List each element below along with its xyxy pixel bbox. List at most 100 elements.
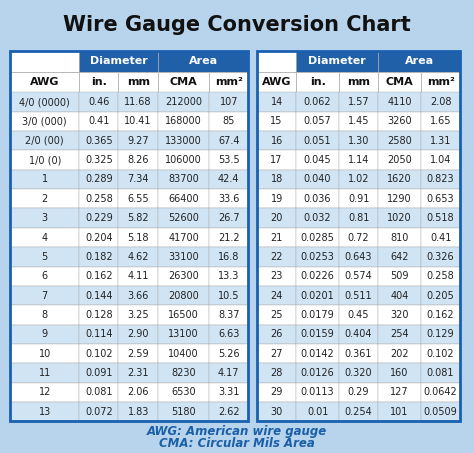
Bar xyxy=(10,324,79,344)
Bar xyxy=(79,208,118,228)
Text: 0.102: 0.102 xyxy=(85,348,113,359)
Bar xyxy=(421,383,460,402)
Bar xyxy=(378,266,421,286)
Text: 2.62: 2.62 xyxy=(218,407,239,417)
Text: 0.823: 0.823 xyxy=(427,174,455,184)
Text: 0.326: 0.326 xyxy=(427,252,455,262)
Bar xyxy=(79,189,118,208)
Bar xyxy=(79,324,118,344)
Text: 0.0253: 0.0253 xyxy=(301,252,335,262)
Bar xyxy=(339,286,378,305)
Bar xyxy=(257,363,296,383)
Text: 1620: 1620 xyxy=(387,174,412,184)
Bar xyxy=(257,247,296,266)
Bar xyxy=(118,228,158,247)
Bar xyxy=(296,92,339,112)
Text: Diameter: Diameter xyxy=(309,56,366,66)
Text: 509: 509 xyxy=(390,271,409,281)
Text: 0.361: 0.361 xyxy=(345,348,373,359)
Text: 0.0285: 0.0285 xyxy=(301,232,335,242)
Text: 0.511: 0.511 xyxy=(345,290,373,300)
Bar xyxy=(158,112,209,131)
Bar xyxy=(118,305,158,324)
Bar xyxy=(10,51,248,421)
Text: 33100: 33100 xyxy=(168,252,199,262)
Bar xyxy=(209,170,248,189)
Bar xyxy=(421,228,460,247)
Text: Area: Area xyxy=(405,56,434,66)
Bar xyxy=(209,363,248,383)
Text: 3: 3 xyxy=(42,213,48,223)
Text: 3.31: 3.31 xyxy=(218,387,239,397)
Text: 0.102: 0.102 xyxy=(427,348,455,359)
Bar xyxy=(118,208,158,228)
Bar xyxy=(118,150,158,170)
Text: 13100: 13100 xyxy=(168,329,199,339)
Bar xyxy=(118,266,158,286)
Bar xyxy=(10,131,79,150)
Bar xyxy=(79,131,118,150)
Text: 9: 9 xyxy=(42,329,48,339)
Text: 0.182: 0.182 xyxy=(85,252,113,262)
Text: 127: 127 xyxy=(390,387,409,397)
Text: 0.365: 0.365 xyxy=(85,136,113,146)
Bar xyxy=(10,228,79,247)
Bar xyxy=(209,305,248,324)
Bar xyxy=(421,131,460,150)
Bar xyxy=(10,247,79,266)
Text: 133000: 133000 xyxy=(165,136,202,146)
Bar xyxy=(378,363,421,383)
Text: 1020: 1020 xyxy=(387,213,412,223)
Bar xyxy=(79,402,118,421)
Text: 0.205: 0.205 xyxy=(427,290,455,300)
Bar xyxy=(257,228,296,247)
Text: 0.081: 0.081 xyxy=(85,387,113,397)
Text: 0.162: 0.162 xyxy=(427,310,455,320)
Bar xyxy=(209,344,248,363)
Text: 28: 28 xyxy=(270,368,283,378)
Bar xyxy=(296,305,339,324)
Text: 3.25: 3.25 xyxy=(128,310,149,320)
Text: 0.162: 0.162 xyxy=(85,271,113,281)
Bar xyxy=(10,305,79,324)
Bar xyxy=(378,112,421,131)
Bar xyxy=(209,112,248,131)
Bar xyxy=(118,170,158,189)
Text: 1/0 (0): 1/0 (0) xyxy=(28,155,61,165)
Bar xyxy=(79,286,118,305)
Bar xyxy=(339,344,378,363)
Text: 0.0226: 0.0226 xyxy=(301,271,335,281)
Text: 0.062: 0.062 xyxy=(304,97,331,107)
Text: 0.41: 0.41 xyxy=(430,232,451,242)
Bar xyxy=(209,247,248,266)
Bar xyxy=(378,402,421,421)
Bar xyxy=(296,228,339,247)
Bar xyxy=(118,286,158,305)
Text: Diameter: Diameter xyxy=(90,56,147,66)
Text: 0.036: 0.036 xyxy=(304,194,331,204)
Bar xyxy=(209,189,248,208)
Bar xyxy=(421,92,460,112)
Text: 810: 810 xyxy=(391,232,409,242)
Bar xyxy=(158,324,209,344)
Text: 21.2: 21.2 xyxy=(218,232,239,242)
Bar xyxy=(10,150,79,170)
Bar xyxy=(378,170,421,189)
Text: 0.404: 0.404 xyxy=(345,329,373,339)
Bar xyxy=(296,112,339,131)
Bar xyxy=(257,305,296,324)
Bar xyxy=(296,51,378,72)
Text: CMA: Circular Mils Area: CMA: Circular Mils Area xyxy=(159,437,315,449)
Bar xyxy=(339,305,378,324)
Bar xyxy=(257,92,296,112)
Bar xyxy=(118,131,158,150)
Text: 1.31: 1.31 xyxy=(430,136,451,146)
Text: 168000: 168000 xyxy=(165,116,202,126)
Bar xyxy=(79,344,118,363)
Text: 30: 30 xyxy=(271,407,283,417)
Text: 0.0126: 0.0126 xyxy=(301,368,335,378)
Text: 0.653: 0.653 xyxy=(427,194,455,204)
Bar xyxy=(378,92,421,112)
Text: 0.129: 0.129 xyxy=(427,329,455,339)
Bar xyxy=(118,383,158,402)
